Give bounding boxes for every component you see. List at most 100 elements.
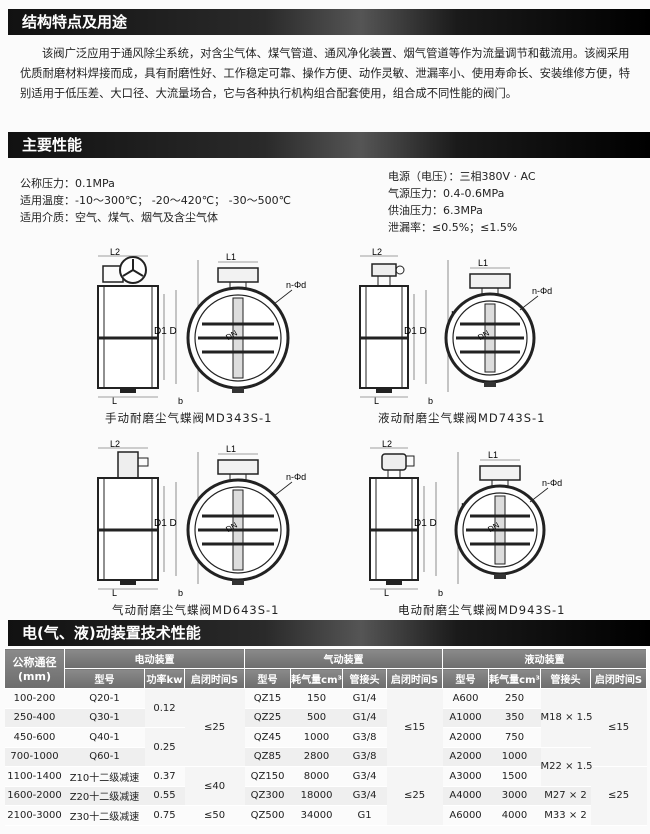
actuator-spec-table: 公称通径 (mm) 电动装置 气动装置 液动装置 型号 功率kw 启闭时间S 型号 耗气量cm³… (4, 648, 648, 826)
table-cell: 0.37 (144, 766, 185, 787)
table-cell: 2100-3000 (4, 805, 65, 826)
label-n-d: n-Φd (286, 472, 306, 482)
table-cell: ≤25 (590, 766, 647, 826)
label-n-d: n-Φd (286, 280, 306, 290)
label-d1-d: D1 D (414, 518, 437, 529)
label-l2: L2 (110, 248, 120, 257)
subheader: 型号 (442, 668, 490, 689)
label-l2: L2 (382, 440, 392, 449)
label-l1: L1 (478, 258, 488, 268)
table-cell: QZ45 (244, 727, 291, 748)
table-cell: 0.75 (144, 805, 185, 826)
diagram-caption: 气动耐磨尘气蝶阀MD643S-1 (112, 603, 280, 617)
subheader: 启闭时间S (386, 668, 444, 689)
table-cell: 250 (488, 688, 541, 709)
table-cell: QZ300 (244, 786, 291, 806)
table-cell: G1/4 (342, 708, 387, 728)
table-cell: 450-600 (4, 727, 65, 748)
handwheel-icon (102, 256, 147, 284)
table-cell: 1000 (488, 747, 541, 767)
table-cell: 2800 (290, 747, 343, 767)
table-cell: 0.55 (144, 786, 185, 806)
table-cell: Q20-1 (64, 688, 145, 709)
valve-diagram-electric: D1 D H L2 L b L1 DN n-Φd (360, 440, 600, 598)
table-cell: Q40-1 (64, 727, 145, 748)
section-header-performance: 主要性能 (8, 132, 650, 158)
pneumatic-actuator-icon (117, 451, 149, 479)
label-l: L (112, 588, 117, 598)
table-cell: 3000 (488, 786, 541, 806)
table-cell: 18000 (290, 786, 343, 806)
table-cell: M22 × 1.5 (540, 747, 593, 787)
valve-diagram-pneumatic: D1 D H L2 L b L1 DN n-Φd (88, 440, 328, 598)
table-cell: A4000 (442, 786, 489, 806)
table-cell: A1000 (442, 708, 489, 728)
section-header-actuator-table: 电(气、液)动装置技术性能 (8, 620, 650, 646)
table-cell: QZ500 (244, 805, 291, 826)
spec-temperature: 适用温度：-10～300℃； -20～420℃； -30～500℃ (20, 194, 291, 207)
spec-leakage: 泄漏率：≤0.5%；≤1.5% (388, 221, 518, 234)
table-cell: 750 (488, 727, 541, 748)
specs-left: 公称压力：0.1MPa 适用温度：-10～300℃； -20～420℃； -30… (20, 175, 291, 226)
table-cell: 150 (290, 688, 343, 709)
specs-right: 电源（电压）：三相380V · AC 气源压力：0.4-0.6MPa 供油压力：… (388, 168, 536, 236)
table-cell: A3000 (442, 766, 489, 787)
table-cell: Z20十二级减速 (64, 786, 145, 806)
subheader: 型号 (244, 668, 292, 689)
label-b: b (178, 396, 183, 406)
table-cell: G3/8 (342, 727, 387, 748)
table-cell: 0.12 (144, 688, 185, 728)
header-dn: 公称通径 (mm) (4, 648, 65, 689)
valve-diagram-hydraulic: D1 D H L2 L b L1 DN n-Φd (350, 248, 590, 406)
valve-drawing: D1 D H L2 L b L1 DN n-Φd (359, 248, 552, 406)
label-d1-d: D1 D (154, 326, 177, 337)
table-cell: G1/4 (342, 688, 387, 709)
table-cell: 1000 (290, 727, 343, 748)
valve-drawing: D1 D H L2 L b L1 DN n-Φd (369, 440, 562, 598)
table-cell: QZ85 (244, 747, 291, 767)
label-b: b (428, 396, 433, 406)
table-cell: M18 × 1.5 (540, 688, 593, 748)
spec-oil-pressure: 供油压力：6.3MPa (388, 204, 483, 217)
table-cell: Q60-1 (64, 747, 145, 767)
table-row: 1600-2000 Z20十二级减速 0.55 QZ300 18000 G3/4 A4000… (4, 786, 647, 806)
label-d1-d: D1 D (404, 326, 427, 337)
table-cell: G3/4 (342, 786, 387, 806)
label-l: L (374, 396, 379, 406)
valve-drawing: D1 D H L2 L b L1 DN n-Φd (97, 440, 306, 598)
table-cell: ≤40 (184, 766, 245, 806)
table-cell: 8000 (290, 766, 343, 787)
table-cell: QZ25 (244, 708, 291, 728)
subheader: 管接头 (342, 668, 388, 689)
label-b: b (438, 588, 443, 598)
label-n-d: n-Φd (542, 478, 562, 488)
table-cell: A600 (442, 688, 489, 709)
label-l: L (112, 396, 117, 406)
table-row: 250-400 Q30-1 QZ25 500 G1/4 A1000 350 (4, 708, 647, 728)
table-cell: 34000 (290, 805, 343, 826)
diagram-caption: 电动耐磨尘气蝶阀MD943S-1 (398, 603, 566, 617)
hydraulic-actuator-icon (371, 263, 405, 287)
table-cell: 1500 (488, 766, 541, 787)
table-cell: 0.25 (144, 727, 185, 767)
table-cell: 4000 (488, 805, 541, 826)
label-d1-d: D1 D (154, 518, 177, 529)
table-cell: 500 (290, 708, 343, 728)
spec-medium: 适用介质：空气、煤气、烟气及含尘气体 (20, 211, 218, 224)
label-n-d: n-Φd (532, 286, 552, 296)
section-header-structure: 结构特点及用途 (8, 9, 650, 35)
table-cell: 700-1000 (4, 747, 65, 767)
table-row: 100-200 Q20-1 0.12 ≤25 QZ15 150 G1/4 ≤15 A600 250… (4, 688, 647, 767)
table-cell: M33 × 2 (540, 805, 591, 826)
label-l2: L2 (110, 440, 120, 449)
table-cell: 1100-1400 (4, 766, 65, 787)
subheader: 管接头 (540, 668, 592, 689)
table-cell: M27 × 2 (540, 786, 591, 806)
subheader: 启闭时间S (590, 668, 648, 689)
table-cell: ≤15 (386, 688, 443, 767)
diagram-caption: 手动耐磨尘气蝶阀MD343S-1 (105, 411, 273, 425)
table-row: 700-1000 Q60-1 QZ85 2800 G3/8 A2000 1000 M22 × … (4, 747, 647, 787)
table-cell: Z30十二级减速 (64, 805, 145, 826)
header-electric: 电动装置 (63, 648, 246, 669)
